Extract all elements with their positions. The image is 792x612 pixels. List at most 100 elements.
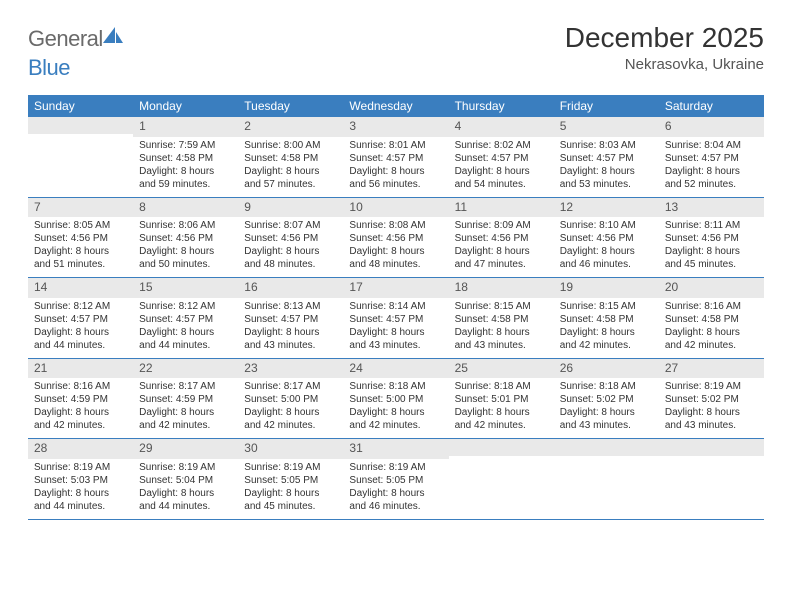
calendar-day-cell: 28 Sunrise: 8:19 AMSunset: 5:03 PMDayligh… xyxy=(28,439,133,520)
daylight-line: Daylight: 8 hours and 44 minutes. xyxy=(34,487,127,513)
calendar-week-row: 14Sunrise: 8:12 AMSunset: 4:57 PMDayligh… xyxy=(28,278,764,359)
daylight-line: Daylight: 8 hours and 43 minutes. xyxy=(560,406,653,432)
calendar-day-cell: 24Sunrise: 8:18 AMSunset: 5:00 PMDayligh… xyxy=(343,358,448,439)
sunset-line: Sunset: 4:56 PM xyxy=(560,232,653,245)
day-header: Tuesday xyxy=(238,95,343,117)
day-number: 28 xyxy=(28,439,133,459)
day-header: Monday xyxy=(133,95,238,117)
day-body: Sunrise: 8:04 AMSunset: 4:57 PMDaylight:… xyxy=(659,137,764,197)
day-number: 3 xyxy=(343,117,448,137)
daylight-line: Daylight: 8 hours and 48 minutes. xyxy=(349,245,442,271)
sunrise-line: Sunrise: 8:19 AM xyxy=(349,461,442,474)
day-header: Wednesday xyxy=(343,95,448,117)
calendar-day-cell: 27Sunrise: 8:19 AMSunset: 5:02 PMDayligh… xyxy=(659,358,764,439)
calendar-day-cell: 12Sunrise: 8:10 AMSunset: 4:56 PMDayligh… xyxy=(554,197,659,278)
day-body: Sunrise: 8:19 AMSunset: 5:04 PMDaylight:… xyxy=(133,459,238,519)
daylight-line: Daylight: 8 hours and 43 minutes. xyxy=(349,326,442,352)
sunrise-line: Sunrise: 8:19 AM xyxy=(34,461,127,474)
daylight-line: Daylight: 8 hours and 47 minutes. xyxy=(455,245,548,271)
sunrise-line: Sunrise: 8:03 AM xyxy=(560,139,653,152)
sunset-line: Sunset: 4:56 PM xyxy=(665,232,758,245)
daylight-line: Daylight: 8 hours and 42 minutes. xyxy=(244,406,337,432)
day-body: Sunrise: 8:05 AMSunset: 4:56 PMDaylight:… xyxy=(28,217,133,277)
sunset-line: Sunset: 4:57 PM xyxy=(34,313,127,326)
calendar-week-row: 1Sunrise: 7:59 AMSunset: 4:58 PMDaylight… xyxy=(28,117,764,197)
calendar-day-cell: 18Sunrise: 8:15 AMSunset: 4:58 PMDayligh… xyxy=(449,278,554,359)
calendar-day-cell: 29Sunrise: 8:19 AMSunset: 5:04 PMDayligh… xyxy=(133,439,238,520)
location-label: Nekrasovka, Ukraine xyxy=(565,56,764,73)
sunrise-line: Sunrise: 8:02 AM xyxy=(455,139,548,152)
sunrise-line: Sunrise: 8:13 AM xyxy=(244,300,337,313)
sunset-line: Sunset: 4:57 PM xyxy=(349,313,442,326)
day-body: Sunrise: 8:12 AMSunset: 4:57 PMDaylight:… xyxy=(133,298,238,358)
daylight-line: Daylight: 8 hours and 57 minutes. xyxy=(244,165,337,191)
sunrise-line: Sunrise: 8:09 AM xyxy=(455,219,548,232)
calendar-table: Sunday Monday Tuesday Wednesday Thursday… xyxy=(28,95,764,520)
sunrise-line: Sunrise: 8:12 AM xyxy=(139,300,232,313)
day-body: Sunrise: 8:11 AMSunset: 4:56 PMDaylight:… xyxy=(659,217,764,277)
day-body: Sunrise: 8:09 AMSunset: 4:56 PMDaylight:… xyxy=(449,217,554,277)
calendar-day-cell xyxy=(28,117,133,197)
day-body xyxy=(659,456,764,512)
sunset-line: Sunset: 4:58 PM xyxy=(455,313,548,326)
day-number: 11 xyxy=(449,198,554,218)
day-header: Thursday xyxy=(449,95,554,117)
calendar-day-cell: 5Sunrise: 8:03 AMSunset: 4:57 PMDaylight… xyxy=(554,117,659,197)
sunset-line: Sunset: 4:56 PM xyxy=(244,232,337,245)
calendar-day-cell xyxy=(554,439,659,520)
day-number: 14 xyxy=(28,278,133,298)
day-number: 18 xyxy=(449,278,554,298)
calendar-day-cell: 26Sunrise: 8:18 AMSunset: 5:02 PMDayligh… xyxy=(554,358,659,439)
day-number: 4 xyxy=(449,117,554,137)
sunset-line: Sunset: 5:03 PM xyxy=(34,474,127,487)
sunset-line: Sunset: 5:00 PM xyxy=(244,393,337,406)
sunrise-line: Sunrise: 8:00 AM xyxy=(244,139,337,152)
day-body xyxy=(449,456,554,512)
day-body: Sunrise: 8:15 AMSunset: 4:58 PMDaylight:… xyxy=(554,298,659,358)
calendar-day-cell xyxy=(659,439,764,520)
sunrise-line: Sunrise: 8:17 AM xyxy=(139,380,232,393)
sunrise-line: Sunrise: 8:15 AM xyxy=(560,300,653,313)
sunrise-line: Sunrise: 8:08 AM xyxy=(349,219,442,232)
calendar-day-cell: 30Sunrise: 8:19 AMSunset: 5:05 PMDayligh… xyxy=(238,439,343,520)
daylight-line: Daylight: 8 hours and 46 minutes. xyxy=(560,245,653,271)
calendar-day-cell: 3Sunrise: 8:01 AMSunset: 4:57 PMDaylight… xyxy=(343,117,448,197)
sunset-line: Sunset: 5:02 PM xyxy=(560,393,653,406)
day-body: Sunrise: 8:07 AMSunset: 4:56 PMDaylight:… xyxy=(238,217,343,277)
day-body: Sunrise: 8:19 AMSunset: 5:02 PMDaylight:… xyxy=(659,378,764,438)
daylight-line: Daylight: 8 hours and 42 minutes. xyxy=(455,406,548,432)
sunrise-line: Sunrise: 8:10 AM xyxy=(560,219,653,232)
sunrise-line: Sunrise: 8:05 AM xyxy=(34,219,127,232)
sunrise-line: Sunrise: 8:12 AM xyxy=(34,300,127,313)
calendar-day-cell: 10Sunrise: 8:08 AMSunset: 4:56 PMDayligh… xyxy=(343,197,448,278)
day-body: Sunrise: 8:06 AMSunset: 4:56 PMDaylight:… xyxy=(133,217,238,277)
sunset-line: Sunset: 4:57 PM xyxy=(244,313,337,326)
daylight-line: Daylight: 8 hours and 42 minutes. xyxy=(560,326,653,352)
sunset-line: Sunset: 5:00 PM xyxy=(349,393,442,406)
sunset-line: Sunset: 4:58 PM xyxy=(139,152,232,165)
day-body: Sunrise: 8:14 AMSunset: 4:57 PMDaylight:… xyxy=(343,298,448,358)
calendar-page: General December 2025 Nekrasovka, Ukrain… xyxy=(0,0,792,540)
day-header: Sunday xyxy=(28,95,133,117)
sunset-line: Sunset: 4:56 PM xyxy=(455,232,548,245)
calendar-day-cell: 15Sunrise: 8:12 AMSunset: 4:57 PMDayligh… xyxy=(133,278,238,359)
calendar-day-cell: 23Sunrise: 8:17 AMSunset: 5:00 PMDayligh… xyxy=(238,358,343,439)
daylight-line: Daylight: 8 hours and 42 minutes. xyxy=(349,406,442,432)
day-number: 1 xyxy=(133,117,238,137)
day-body: Sunrise: 8:16 AMSunset: 4:58 PMDaylight:… xyxy=(659,298,764,358)
sunrise-line: Sunrise: 8:18 AM xyxy=(560,380,653,393)
day-number: 12 xyxy=(554,198,659,218)
daylight-line: Daylight: 8 hours and 44 minutes. xyxy=(139,487,232,513)
daylight-line: Daylight: 8 hours and 45 minutes. xyxy=(244,487,337,513)
sunset-line: Sunset: 4:59 PM xyxy=(139,393,232,406)
calendar-day-cell: 16Sunrise: 8:13 AMSunset: 4:57 PMDayligh… xyxy=(238,278,343,359)
daylight-line: Daylight: 8 hours and 53 minutes. xyxy=(560,165,653,191)
calendar-day-cell: 17Sunrise: 8:14 AMSunset: 4:57 PMDayligh… xyxy=(343,278,448,359)
day-number: 7 xyxy=(28,198,133,218)
calendar-day-cell: 21Sunrise: 8:16 AMSunset: 4:59 PMDayligh… xyxy=(28,358,133,439)
day-body: Sunrise: 8:17 AMSunset: 5:00 PMDaylight:… xyxy=(238,378,343,438)
logo-text-gray: General xyxy=(28,26,103,52)
day-number: 24 xyxy=(343,359,448,379)
sunset-line: Sunset: 4:59 PM xyxy=(34,393,127,406)
day-body: Sunrise: 7:59 AMSunset: 4:58 PMDaylight:… xyxy=(133,137,238,197)
